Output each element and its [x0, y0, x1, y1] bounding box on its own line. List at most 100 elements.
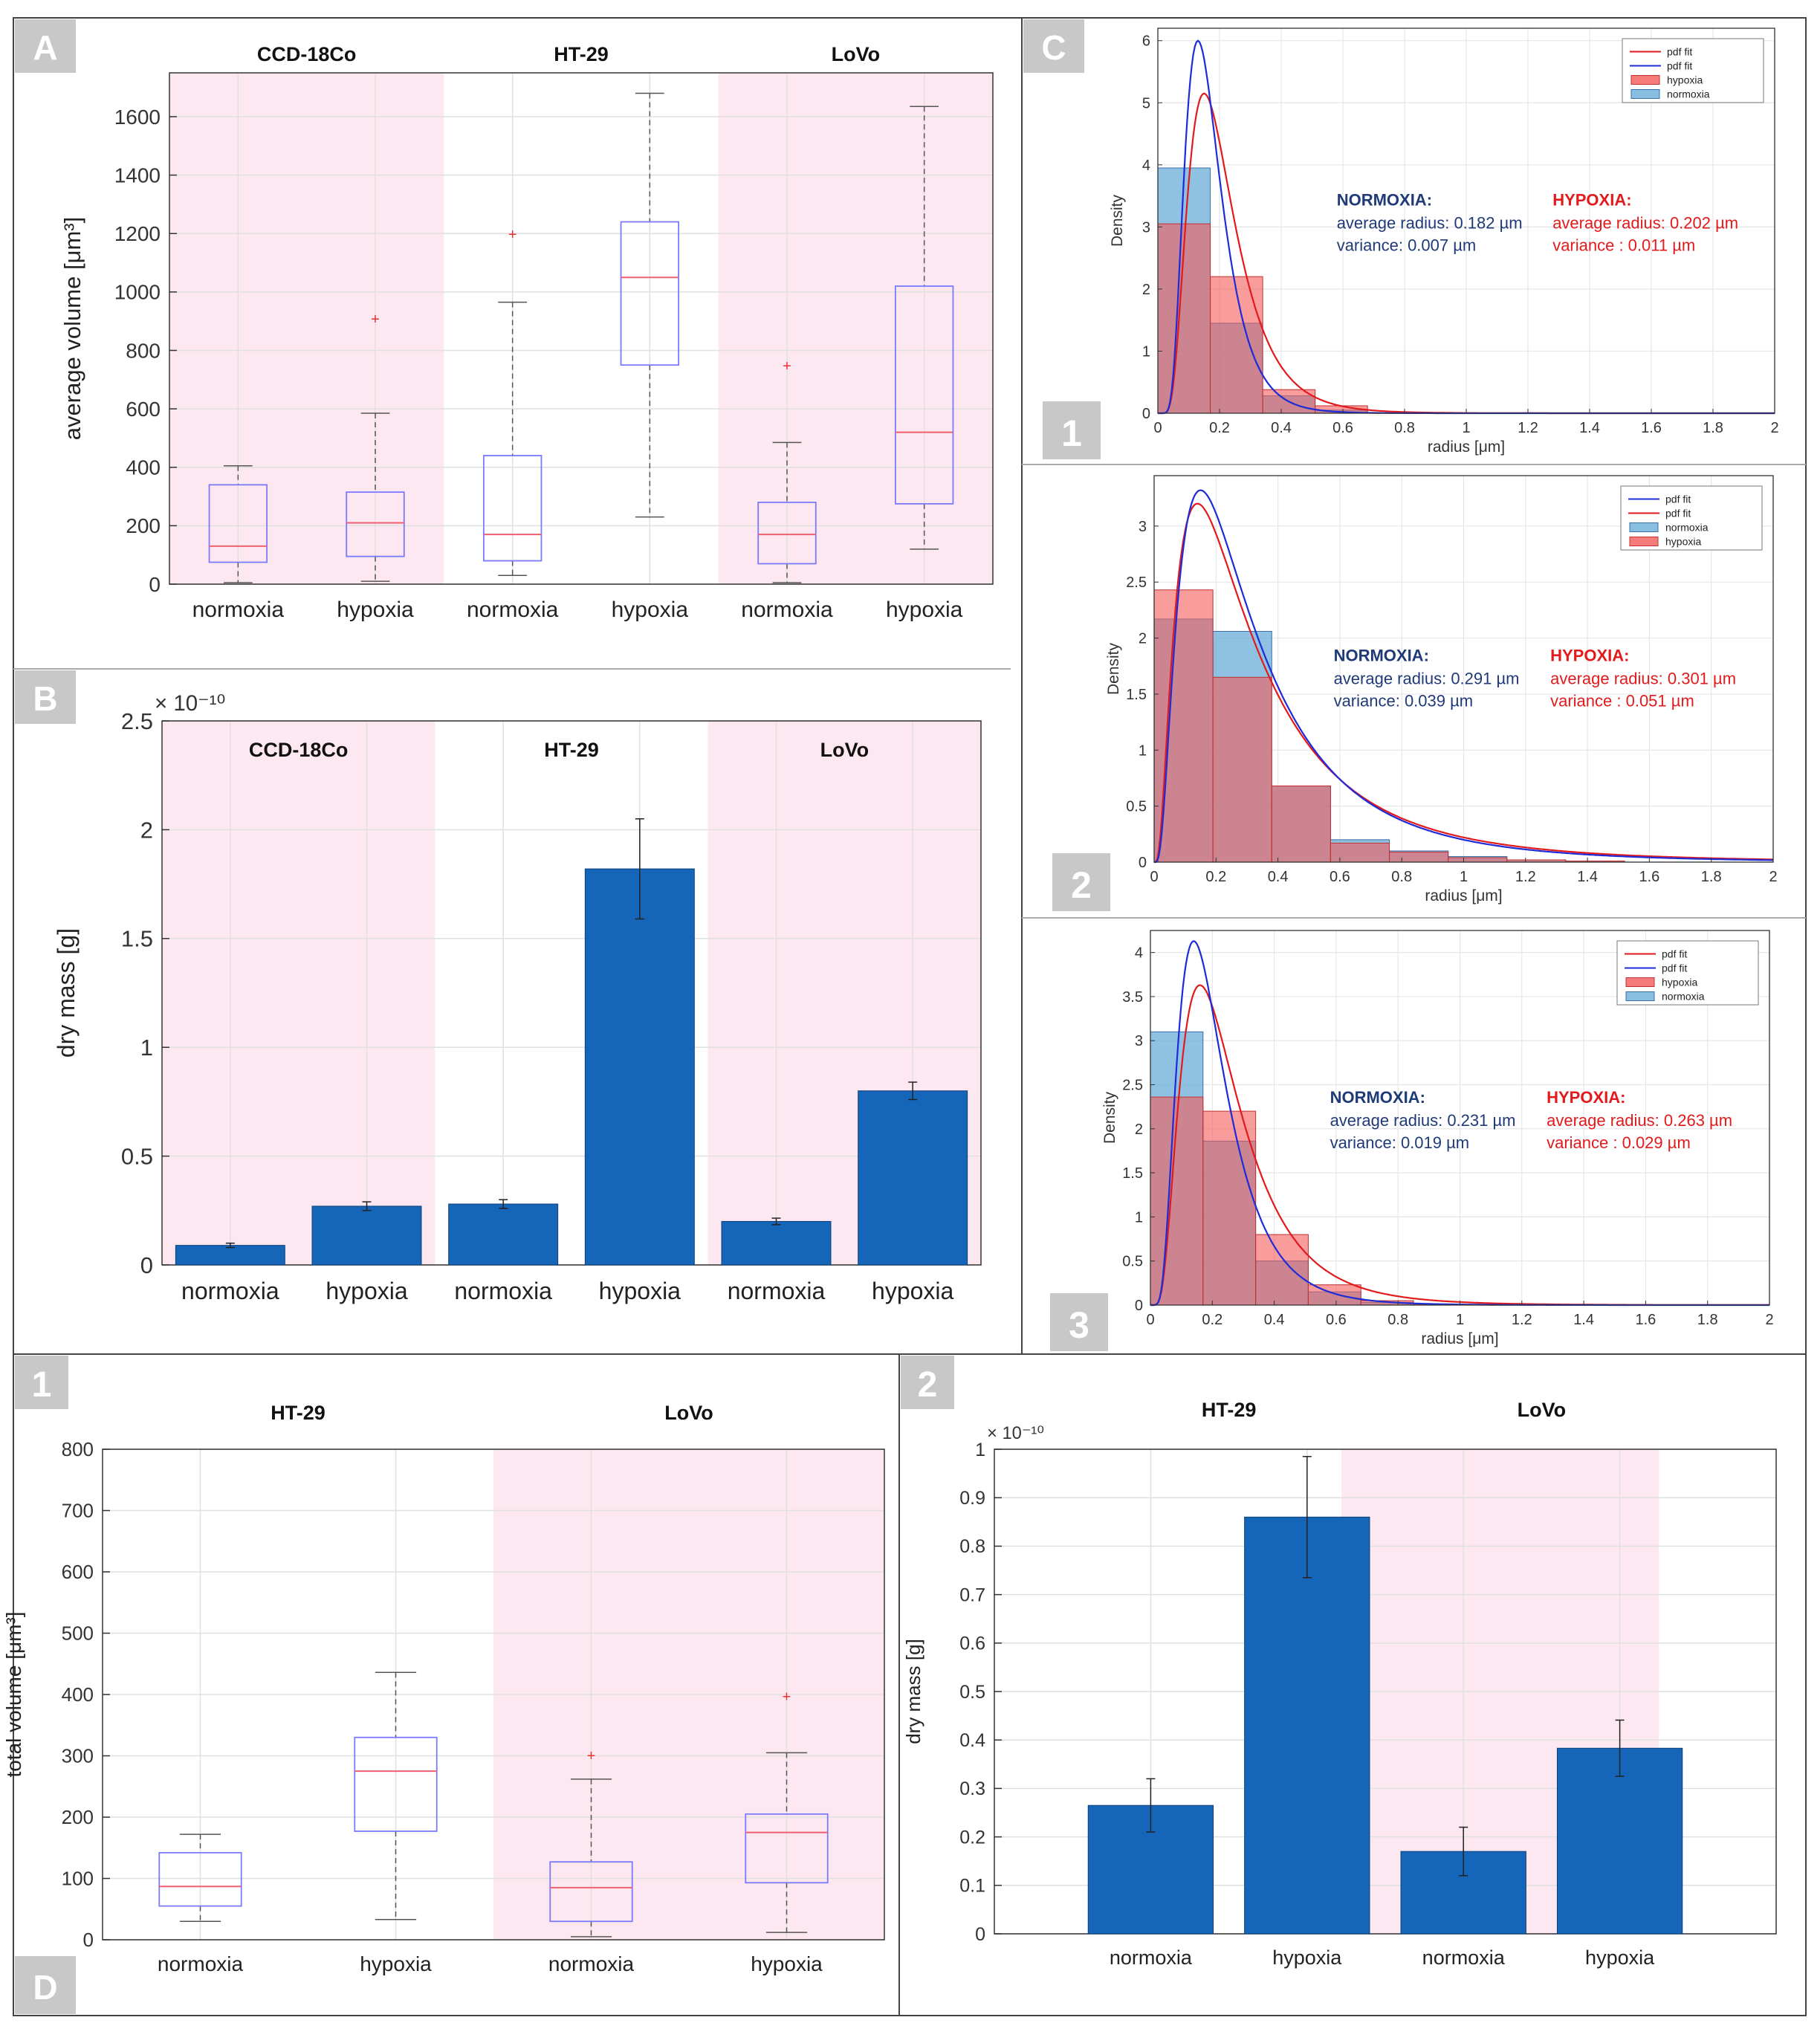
panel-label-c3: 3: [1069, 1304, 1089, 1346]
normoxia-average-radius: average radius: 0.182 µm: [1337, 213, 1523, 232]
x-tick-label: 2: [1765, 1312, 1773, 1328]
category-label: normoxia: [467, 598, 559, 622]
panel-label-d-bg: [15, 1956, 76, 2014]
axes-frame: [161, 720, 982, 1266]
pink-band: [162, 721, 435, 1265]
x-tick-label: 1.6: [1641, 420, 1662, 436]
y-tick-label: 4: [1142, 158, 1150, 174]
y-tick-label: 0.5: [1122, 1254, 1143, 1270]
hypoxia-title: HYPOXIA:: [1550, 647, 1629, 665]
hist-bar-hypoxia: [1210, 276, 1263, 414]
category-label: hypoxia: [337, 598, 414, 622]
x-tick-label: 0.6: [1330, 869, 1350, 885]
bar: [1244, 1516, 1370, 1935]
x-axis-label: radius [μm]: [1428, 438, 1505, 456]
group-label: LoVo: [664, 1402, 713, 1424]
y-tick-label: 600: [62, 1561, 94, 1583]
hypoxia-variance: variance : 0.029 µm: [1547, 1133, 1691, 1152]
x-tick-label: 1.6: [1635, 1312, 1656, 1328]
normoxia-average-radius: average radius: 0.231 µm: [1330, 1111, 1516, 1130]
y-tick-label: 0: [1135, 1298, 1143, 1314]
y-tick-label: 0.5: [121, 1143, 153, 1169]
hist-bar-hypoxia: [1330, 842, 1390, 863]
x-tick-label: 0: [1153, 420, 1162, 436]
hist-bar-hypoxia: [1212, 676, 1272, 863]
y-tick-label: 200: [62, 1806, 94, 1828]
hist-bar-hypoxia: [1255, 1234, 1309, 1306]
legend-label: normoxia: [1665, 522, 1709, 534]
y-tick-label: 2: [140, 817, 153, 843]
group-label: LoVo: [820, 739, 869, 761]
group-label: LoVo: [832, 43, 880, 65]
panel-label-a-bg: [15, 19, 76, 73]
box: [346, 491, 405, 557]
category-label: hypoxia: [872, 1278, 954, 1304]
category-label: normoxia: [181, 1278, 279, 1304]
y-tick-label: 1200: [114, 222, 161, 245]
x-tick-label: 1: [1456, 1312, 1464, 1328]
y-axis-label: total volume [μm³]: [2, 1611, 25, 1777]
y-axis-label: dry mass [g]: [53, 928, 80, 1058]
category-label: hypoxia: [1585, 1946, 1655, 1969]
y-tick-label: 0.5: [959, 1682, 985, 1703]
box: [745, 1813, 829, 1884]
x-tick-label: 1.4: [1577, 869, 1598, 885]
y-axis-label: average volume [μm³]: [59, 217, 85, 440]
category-label: hypoxia: [751, 1952, 823, 1975]
group-label: LoVo: [1518, 1399, 1566, 1421]
chart-a: 0 200 400 600 800 1000 1200 1400 1600 average vol…: [59, 43, 994, 622]
y-tick-label: 0.7: [959, 1585, 985, 1605]
y-tick-label: 6: [1142, 33, 1150, 50]
category-label: hypoxia: [1272, 1946, 1342, 1969]
chart-c2: 0 0.2 0.4 0.6 0.8 1 1.2 1.4 1.6 1.8 2 0 0.5 1 1.5 2 2.5 3…: [1105, 475, 1778, 904]
y-tick-label: 3: [1135, 1033, 1143, 1049]
category-label: normoxia: [741, 598, 833, 622]
category-label: normoxia: [1110, 1946, 1193, 1969]
y-tick-label: 2.5: [121, 708, 153, 734]
chart-c1: 0 0.2 0.4 0.6 0.8 1 1.2 1.4 1.6 1.8 2 0 1 2 3 4 5 6 radius…: [1109, 27, 1779, 456]
y-tick-label: 600: [126, 398, 161, 421]
y-tick-label: 4: [1135, 945, 1143, 962]
legend-label: hypoxia: [1662, 977, 1697, 988]
category-label: normoxia: [1422, 1946, 1506, 1969]
y-axis-label: Density: [1105, 642, 1122, 695]
y-tick-label: 800: [62, 1438, 94, 1460]
y-tick-label: 1.5: [121, 926, 153, 952]
normoxia-average-radius: average radius: 0.291 µm: [1334, 670, 1520, 688]
bar: [858, 1090, 968, 1266]
category-label: hypoxia: [612, 598, 689, 622]
y-tick-label: 1000: [114, 281, 161, 304]
legend-swatch-patch: [1630, 75, 1660, 85]
y-tick-label: 400: [126, 456, 161, 479]
x-tick-label: 0: [1150, 869, 1158, 885]
box: [549, 1861, 633, 1923]
legend-label: hypoxia: [1665, 536, 1701, 548]
y-tick-label: 300: [62, 1745, 94, 1767]
normoxia-variance: variance: 0.039 µm: [1334, 692, 1474, 711]
pdf-fit-hypoxia: [1153, 502, 1773, 864]
y-tick-label: 0.2: [959, 1827, 985, 1848]
y-tick-label: 200: [126, 514, 161, 537]
y-tick-label: 2.5: [1122, 1078, 1143, 1094]
y-tick-label: 1: [1139, 742, 1147, 759]
y-tick-label: 1: [975, 1440, 985, 1460]
y-tick-label: 0.5: [1126, 799, 1147, 815]
panel-labels: A B C 1 2 3 1 2 D: [15, 19, 1110, 2014]
legend-swatch-patch: [1625, 977, 1655, 987]
category-label: normoxia: [728, 1278, 826, 1304]
y-tick-label: 3.5: [1122, 989, 1143, 1006]
x-tick-label: 0.4: [1268, 869, 1289, 885]
hist-bar-hypoxia: [1202, 1110, 1257, 1306]
legend-swatch-patch: [1629, 537, 1659, 546]
y-tick-label: 800: [126, 339, 161, 362]
y-tick-label: 1600: [114, 106, 161, 129]
axes-frame: [169, 72, 994, 585]
panel-label-d1-bg: [15, 1356, 68, 1409]
x-tick-label: 1: [1460, 869, 1468, 885]
box: [208, 484, 268, 563]
x-tick-label: 1.2: [1515, 869, 1536, 885]
hypoxia-title: HYPOXIA:: [1552, 190, 1631, 209]
y-tick-label: 0: [149, 573, 161, 596]
chart-c3: 0 0.2 0.4 0.6 0.8 1 1.2 1.4 1.6 1.8 2 0 0.5 1 1.5 2 2.5 3…: [1101, 930, 1774, 1347]
